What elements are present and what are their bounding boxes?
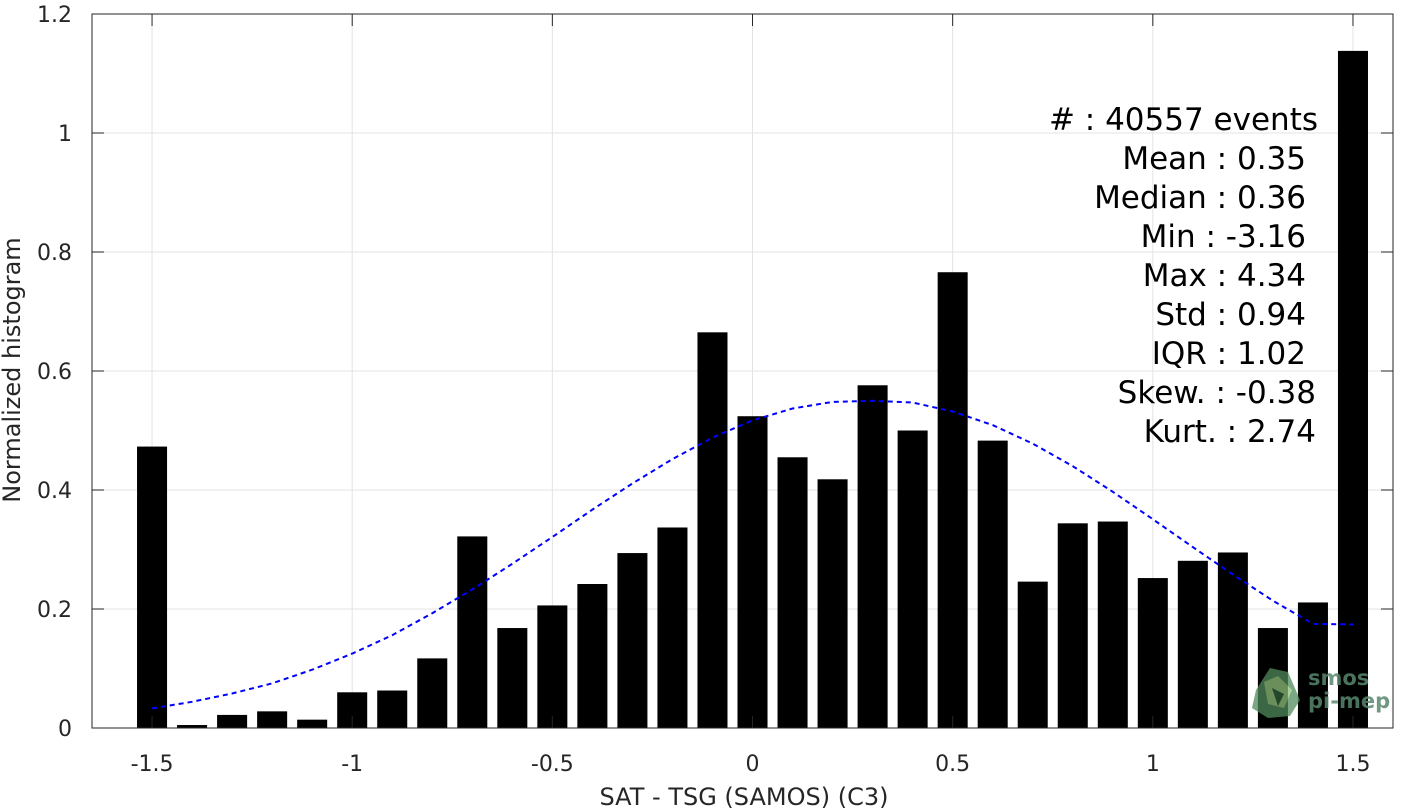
histogram-bar [937,272,968,728]
histogram-bar [497,628,528,728]
stats-line: Median : 0.36 [1094,180,1306,216]
histogram-bar [817,479,848,728]
x-tick-label: 1.5 [1335,752,1370,777]
stats-line: Min : -3.16 [1141,219,1306,255]
y-tick-label: 1.2 [37,3,72,28]
histogram-bar [217,714,248,728]
x-tick-label: -1.5 [131,752,174,777]
histogram-bar [777,457,808,728]
histogram-bar [457,536,488,728]
histogram-bar [137,446,168,728]
y-tick-label: 1 [58,122,72,147]
y-tick-label: 0 [58,717,72,742]
logo-text-pimep: pi-mep [1308,689,1390,713]
stats-line: Mean : 0.35 [1122,141,1306,177]
histogram-bar [177,725,208,728]
x-tick-label: 1 [1146,752,1160,777]
histogram-bar [297,719,328,728]
histogram-bar [1097,521,1128,728]
logo-text-smos: smos [1308,666,1369,690]
histogram-bar [657,527,688,728]
histogram-bar [857,385,888,728]
stats-line: Kurt. : 2.74 [1144,414,1316,450]
histogram-bar [257,711,288,728]
y-tick-labels: 0 0.2 0.4 0.6 0.8 1 1.2 [37,3,72,742]
histogram-bar [1017,581,1048,728]
x-tick-label: -0.5 [531,752,574,777]
stats-line: Std : 0.94 [1155,297,1306,333]
histogram-bar [1337,50,1368,728]
stats-line: IQR : 1.02 [1152,336,1306,372]
histogram-bar [417,658,448,728]
histogram-bar [377,690,408,728]
y-tick-label: 0.8 [37,241,72,266]
histogram-bar [577,584,608,728]
x-tick-label: -1 [341,752,363,777]
y-tick-label: 0.6 [37,360,72,385]
stats-line: # : 40557 events [1049,102,1318,138]
y-tick-label: 0.2 [37,598,72,623]
x-tick-label: 0.5 [935,752,970,777]
histogram-bar [1137,578,1168,728]
histogram-bar [737,416,768,728]
stats-line: Skew. : -0.38 [1118,375,1316,411]
histogram-bar [1217,552,1248,728]
logo-icon [1252,668,1300,718]
y-axis-label: Normalized histogram [0,237,26,502]
histogram-bar [617,553,648,728]
histogram-bar [977,440,1008,728]
histogram-bar [1177,560,1208,728]
smos-pimep-logo: smos pi-mep [1252,666,1390,718]
histogram-bar [897,430,928,728]
x-tick-labels: -1.5 -1 -0.5 0 0.5 1 1.5 [131,752,1371,777]
y-tick-label: 0.4 [37,479,72,504]
x-tick-label: 0 [746,752,760,777]
axis-ticks [92,13,1393,729]
stats-line: Max : 4.34 [1143,258,1306,294]
gaussian-fit-curve [151,399,1354,710]
x-axis-label: SAT - TSG (SAMOS) (C3) [600,783,889,809]
histogram-bar [1057,523,1088,728]
histogram-bar [697,332,728,728]
histogram-bar [537,605,568,728]
